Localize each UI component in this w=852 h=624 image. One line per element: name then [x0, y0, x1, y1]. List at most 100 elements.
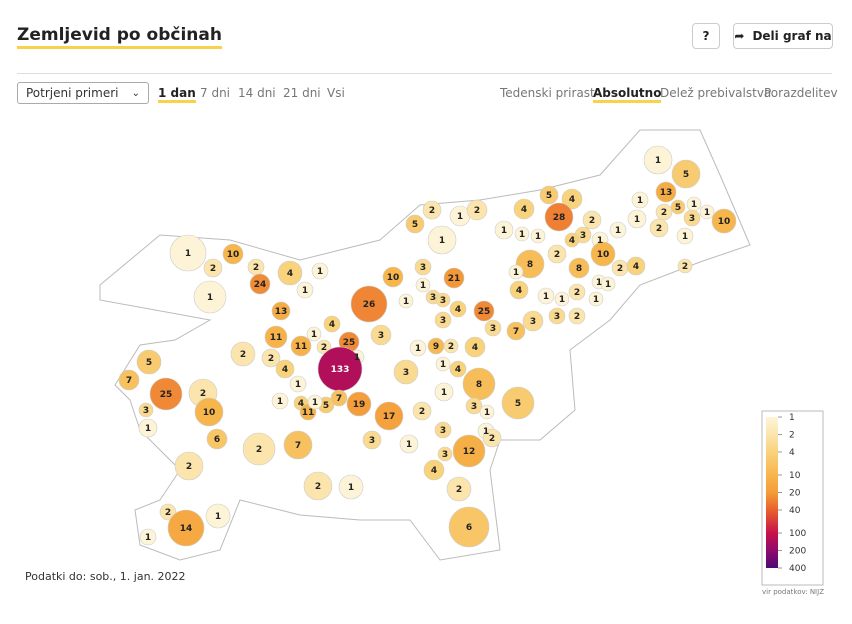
- municipality: [479, 404, 495, 420]
- municipality-label: 1: [317, 267, 323, 277]
- municipality: [136, 349, 162, 375]
- municipality: [506, 321, 526, 341]
- municipality: [203, 258, 223, 278]
- municipality-label: 2: [253, 263, 259, 273]
- period-tab[interactable]: 14 dni: [238, 86, 276, 100]
- municipality: [568, 307, 586, 325]
- municipality: [443, 267, 465, 289]
- municipality-label: 2: [589, 216, 595, 226]
- period-tab[interactable]: 1 dan: [158, 86, 196, 103]
- municipality-label: 1: [295, 380, 301, 390]
- municipality: [600, 276, 616, 292]
- municipality: [568, 283, 586, 301]
- share-label: Deli graf na: [752, 29, 832, 43]
- municipality-label: 1: [415, 344, 421, 354]
- municipality-label: 7: [336, 394, 342, 404]
- municipality-label: 4: [569, 236, 575, 246]
- municipality: [501, 386, 535, 420]
- municipality: [434, 421, 452, 439]
- municipality: [138, 418, 158, 438]
- municipality-label: 1: [559, 295, 565, 305]
- municipality-label: 2: [456, 485, 462, 495]
- municipality: [382, 266, 404, 288]
- share-button[interactable]: ➦ Deli graf na: [733, 23, 833, 49]
- municipality: [174, 451, 204, 481]
- municipality: [670, 199, 686, 215]
- municipality: [139, 528, 157, 546]
- municipality-label: 1: [483, 427, 489, 437]
- period-tab[interactable]: Vsi: [327, 86, 345, 100]
- dropdown-label: Potrjeni primeri: [26, 86, 119, 100]
- municipality-label: 1: [441, 388, 447, 398]
- municipality: [548, 307, 566, 325]
- mode-tab[interactable]: Porazdelitev: [764, 86, 838, 100]
- municipality-label: 1: [457, 212, 463, 222]
- municipality-label: 4: [282, 365, 288, 375]
- municipality: [415, 277, 431, 293]
- municipality-label: 4: [455, 305, 461, 315]
- municipality: [311, 262, 329, 280]
- municipality: [290, 335, 312, 357]
- municipality-label: 2: [656, 224, 662, 234]
- municipality: [590, 241, 616, 267]
- municipality-label: 1: [535, 232, 541, 242]
- municipality-label: 8: [576, 264, 582, 274]
- municipality: [561, 188, 583, 210]
- municipality: [449, 360, 467, 378]
- municipality-label: 133: [331, 365, 350, 375]
- municipality: [338, 474, 364, 500]
- municipality-label: 1: [605, 280, 611, 290]
- municipality-label: 4: [329, 320, 335, 330]
- municipality-label: 2: [268, 354, 274, 364]
- municipality-label: 3: [430, 293, 436, 303]
- legend-tick-label: 200: [789, 547, 806, 557]
- municipality-label: 7: [513, 327, 519, 337]
- municipality: [655, 203, 673, 221]
- municipality: [435, 292, 451, 308]
- municipality: [427, 225, 457, 255]
- municipality-label: 6: [466, 523, 472, 533]
- municipality-label: 1: [615, 226, 621, 236]
- municipality-label: 19: [353, 400, 366, 410]
- municipality-label: 1: [185, 249, 191, 259]
- municipality: [249, 273, 271, 295]
- municipality: [446, 476, 472, 502]
- municipality: [649, 218, 669, 238]
- dropdown[interactable]: Potrjeni primeri ⌄: [17, 82, 149, 104]
- municipality-label: 8: [476, 380, 482, 390]
- municipality: [422, 200, 442, 220]
- municipality-label: 4: [516, 286, 522, 296]
- municipality: [423, 459, 445, 481]
- municipality: [261, 348, 281, 368]
- municipality: [271, 301, 291, 321]
- municipality-label: 26: [363, 300, 376, 310]
- municipality-label: 1: [440, 360, 446, 370]
- period-tab[interactable]: 7 dni: [200, 86, 231, 100]
- mode-tab[interactable]: Tedenski prirast: [500, 86, 595, 100]
- municipality: [671, 159, 701, 189]
- municipality: [513, 198, 535, 220]
- source: vir podatkov: NIJZ: [762, 588, 824, 596]
- municipality-label: 2: [321, 343, 327, 353]
- municipality-label: 5: [323, 401, 329, 411]
- municipality: [627, 209, 647, 229]
- municipality-label: 2: [474, 206, 480, 216]
- municipality: [283, 430, 313, 460]
- municipality: [514, 226, 530, 242]
- municipality-label: 10: [718, 217, 731, 227]
- municipality-label: 4: [569, 195, 575, 205]
- municipality: [275, 359, 295, 379]
- municipality-label: 11: [295, 342, 308, 352]
- municipality-label: 5: [546, 191, 552, 201]
- municipality: [643, 145, 673, 175]
- mode-tab[interactable]: Delež prebivalstva: [660, 86, 772, 100]
- mode-tab[interactable]: Absolutno: [593, 86, 662, 103]
- municipality-label: 1: [420, 281, 426, 291]
- municipality-label: 2: [165, 508, 171, 518]
- municipality-label: 2: [661, 208, 667, 218]
- period-tab[interactable]: 21 dni: [283, 86, 321, 100]
- municipality-label: 1: [513, 268, 519, 278]
- municipality-label: 2: [682, 262, 688, 272]
- help-button[interactable]: ?: [692, 23, 720, 49]
- municipality-label: 4: [521, 205, 527, 215]
